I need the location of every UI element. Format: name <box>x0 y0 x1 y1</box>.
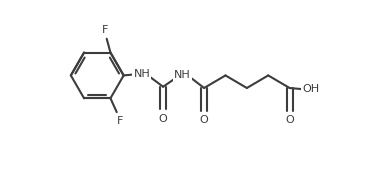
Text: NH: NH <box>133 69 150 79</box>
Text: F: F <box>117 116 124 126</box>
Text: OH: OH <box>302 84 319 94</box>
Text: O: O <box>159 114 167 124</box>
Text: O: O <box>200 115 209 125</box>
Text: O: O <box>285 115 294 125</box>
Text: NH: NH <box>174 70 191 80</box>
Text: F: F <box>102 25 109 35</box>
